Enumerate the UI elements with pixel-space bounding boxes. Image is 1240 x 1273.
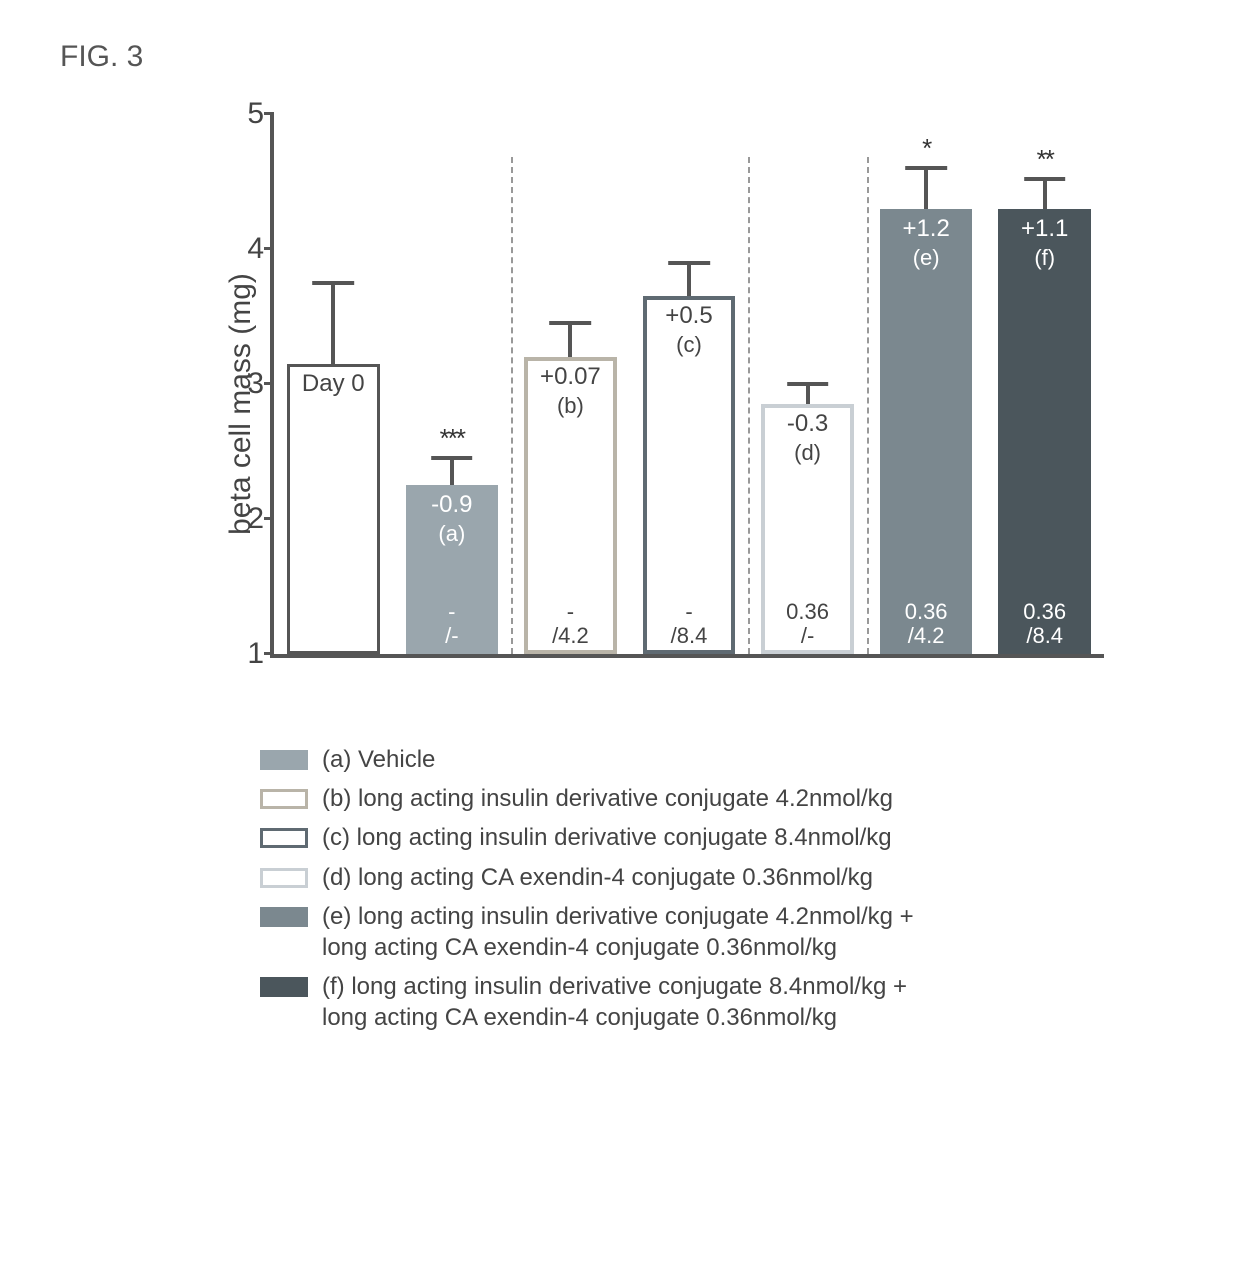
bar-dose-label: 0.36 /8.4 (1023, 600, 1066, 648)
page: FIG. 3 beta cell mass (mg) 12345Day 0***… (0, 0, 1240, 1273)
legend-swatch (260, 868, 308, 888)
y-tick-label: 2 (224, 502, 264, 536)
significance-marker: *** (440, 423, 464, 454)
bar-value-label: -0.9 (431, 491, 472, 519)
significance-marker: ** (1037, 144, 1053, 175)
significance-marker: * (922, 133, 930, 164)
legend-item: (a) Vehicle (260, 744, 1180, 775)
bar-dose-label: - /4.2 (552, 600, 589, 648)
bar-value-label: +1.2 (902, 215, 949, 243)
legend-item: (f) long acting insulin derivative conju… (260, 971, 1180, 1033)
bar-id-label: (f) (1034, 245, 1055, 271)
bar-value-label: +1.1 (1021, 215, 1068, 243)
y-tick-label: 3 (224, 367, 264, 401)
figure-title: FIG. 3 (60, 40, 1180, 74)
bar-day0 (287, 364, 379, 654)
bar-id-label: (c) (676, 332, 702, 358)
legend-item: (d) long acting CA exendin-4 conjugate 0… (260, 862, 1180, 893)
bar-f (998, 209, 1090, 655)
bar-dose-label: - /- (445, 600, 458, 648)
bar-value-label: +0.5 (665, 302, 712, 330)
legend-item: (e) long acting insulin derivative conju… (260, 901, 1180, 963)
legend-swatch (260, 907, 308, 927)
bar-id-label: (d) (794, 440, 821, 466)
bar-e (880, 209, 972, 655)
y-tick-label: 4 (224, 232, 264, 266)
legend-item: (b) long acting insulin derivative conju… (260, 783, 1180, 814)
y-tick-label: 5 (224, 97, 264, 131)
legend-label: (b) long acting insulin derivative conju… (322, 783, 893, 814)
legend-label: (a) Vehicle (322, 744, 435, 775)
legend-swatch (260, 750, 308, 770)
legend-label: (f) long acting insulin derivative conju… (322, 971, 907, 1033)
bar-dose-label: 0.36 /- (786, 600, 829, 648)
group-divider (748, 157, 750, 654)
bar-dose-label: - /8.4 (671, 600, 708, 648)
group-divider (867, 157, 869, 654)
legend-label: (e) long acting insulin derivative conju… (322, 901, 914, 963)
chart: beta cell mass (mg) 12345Day 0***-0.9(a)… (210, 104, 1130, 704)
bar-id-label: (b) (557, 393, 584, 419)
bar-id-label: (a) (438, 521, 465, 547)
bar-dose-label: 0.36 /4.2 (905, 600, 948, 648)
legend: (a) Vehicle (b) long acting insulin deriv… (260, 744, 1180, 1034)
y-axis-label: beta cell mass (mg) (224, 273, 258, 535)
plot-area: 12345Day 0***-0.9(a)- /-+0.07(b)- /4.2+0… (270, 114, 1104, 658)
group-divider (511, 157, 513, 654)
legend-swatch (260, 789, 308, 809)
bar-id-label: (e) (913, 245, 940, 271)
legend-label: (c) long acting insulin derivative conju… (322, 822, 892, 853)
legend-swatch (260, 977, 308, 997)
bar-value-label: +0.07 (540, 363, 601, 391)
legend-swatch (260, 828, 308, 848)
bar-value-label: -0.3 (787, 410, 828, 438)
legend-label: (d) long acting CA exendin-4 conjugate 0… (322, 862, 873, 893)
bar-value-label: Day 0 (302, 370, 365, 398)
legend-item: (c) long acting insulin derivative conju… (260, 822, 1180, 853)
y-tick-label: 1 (224, 637, 264, 671)
